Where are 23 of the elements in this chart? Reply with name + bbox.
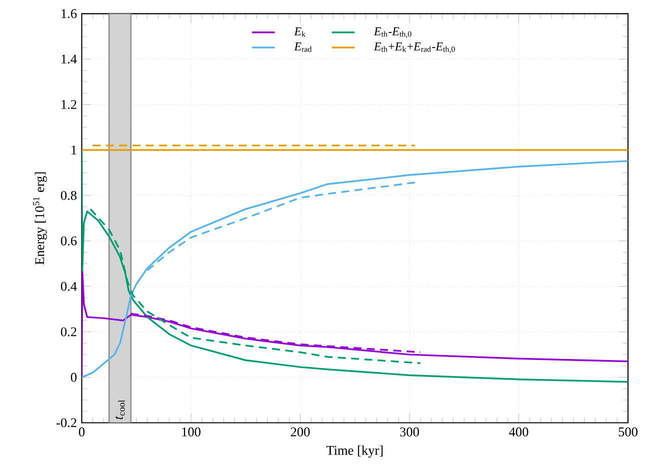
x-tick-label: 300 bbox=[400, 427, 419, 436]
x-tick-label: 500 bbox=[618, 427, 638, 436]
y-tick-label: 0.4 bbox=[60, 282, 77, 291]
legend-label: E$_{k}$ bbox=[294, 27, 306, 37]
band-label: t$_{cool}$ bbox=[115, 400, 125, 420]
y-tick-label: 1.2 bbox=[62, 100, 76, 110]
y-axis-title: Energy [10$^{51}$ erg] bbox=[33, 172, 47, 265]
text: E$_{th}$+E$_{k}$+E$_{rad}$-E$_{th,0}$ bbox=[374, 42, 455, 54]
y-tick-label: 0.2 bbox=[60, 327, 76, 336]
x-axis-title: Time [kyr] bbox=[326, 446, 383, 458]
legend-label: E$_{th}$-E$_{th,0}$ bbox=[374, 27, 412, 38]
y-tick-label: 0 bbox=[70, 372, 77, 382]
x-tick-label: 400 bbox=[509, 427, 528, 436]
x-tick-label: 0 bbox=[78, 427, 85, 436]
x-tick-label: 200 bbox=[290, 427, 310, 436]
y-tick-label: 1.6 bbox=[62, 9, 77, 18]
y-tick-label: 0.6 bbox=[60, 236, 77, 246]
y-tick-label: 1 bbox=[72, 146, 76, 154]
y-tick-label: 1.4 bbox=[62, 54, 77, 64]
legend-label: E$_{rad}$ bbox=[294, 42, 312, 52]
y-tick-label: 0.8 bbox=[60, 190, 77, 200]
x-tick-label: 100 bbox=[182, 427, 200, 436]
y-tick-label: -0.2 bbox=[56, 418, 76, 428]
